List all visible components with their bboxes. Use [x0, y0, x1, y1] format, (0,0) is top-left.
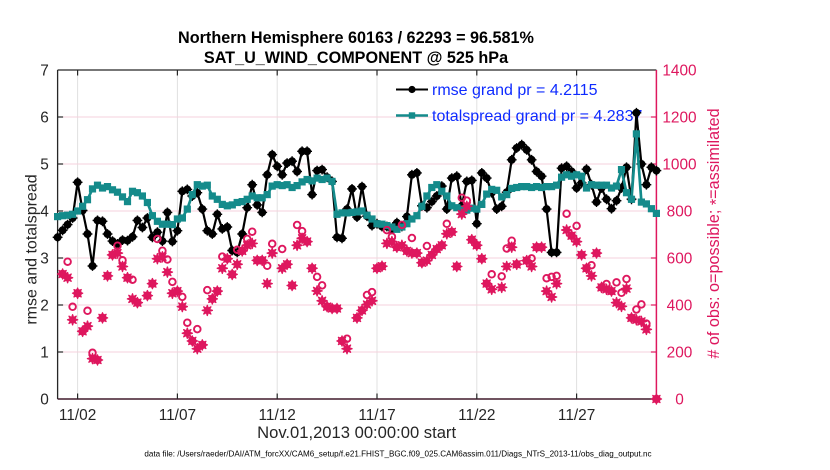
svg-text:# of obs: o=possible; *=assimi: # of obs: o=possible; *=assimilated: [705, 108, 726, 358]
svg-text:11/07: 11/07: [159, 407, 196, 424]
svg-text:3: 3: [40, 250, 49, 267]
svg-text:4: 4: [40, 203, 49, 220]
svg-text:totalspread grand pr = 4.2837: totalspread grand pr = 4.2837: [432, 108, 642, 125]
svg-text:1: 1: [40, 344, 49, 361]
svg-text:2: 2: [40, 297, 49, 314]
svg-text:11/27: 11/27: [558, 407, 595, 424]
svg-text:1400: 1400: [662, 62, 696, 79]
svg-text:0: 0: [675, 391, 684, 408]
svg-text:1000: 1000: [662, 156, 696, 173]
svg-text:0: 0: [40, 391, 49, 408]
svg-text:rmse grand pr = 4.2115: rmse grand pr = 4.2115: [432, 82, 598, 99]
svg-text:6: 6: [40, 109, 49, 126]
svg-text:11/17: 11/17: [358, 407, 395, 424]
svg-text:rmse and totalspread: rmse and totalspread: [24, 174, 41, 324]
svg-text:7: 7: [40, 62, 49, 79]
svg-text:600: 600: [667, 250, 693, 267]
svg-text:11/02: 11/02: [59, 407, 96, 424]
svg-text:1200: 1200: [662, 109, 696, 126]
svg-text:Northern Hemisphere 60163 / 62: Northern Hemisphere 60163 / 62293 = 96.5…: [178, 29, 534, 47]
svg-text:Nov.01,2013 00:00:00 start: Nov.01,2013 00:00:00 start: [257, 423, 456, 442]
svg-text:800: 800: [667, 203, 693, 220]
svg-text:11/22: 11/22: [458, 407, 495, 424]
svg-text:200: 200: [667, 344, 693, 361]
svg-text:11/12: 11/12: [259, 407, 296, 424]
svg-text:SAT_U_WIND_COMPONENT @ 525 hPa: SAT_U_WIND_COMPONENT @ 525 hPa: [204, 49, 509, 67]
svg-text:data file: /Users/raeder/DAI/A: data file: /Users/raeder/DAI/ATM_forcXX/…: [144, 450, 651, 459]
svg-text:400: 400: [667, 297, 693, 314]
svg-text:5: 5: [40, 156, 49, 173]
